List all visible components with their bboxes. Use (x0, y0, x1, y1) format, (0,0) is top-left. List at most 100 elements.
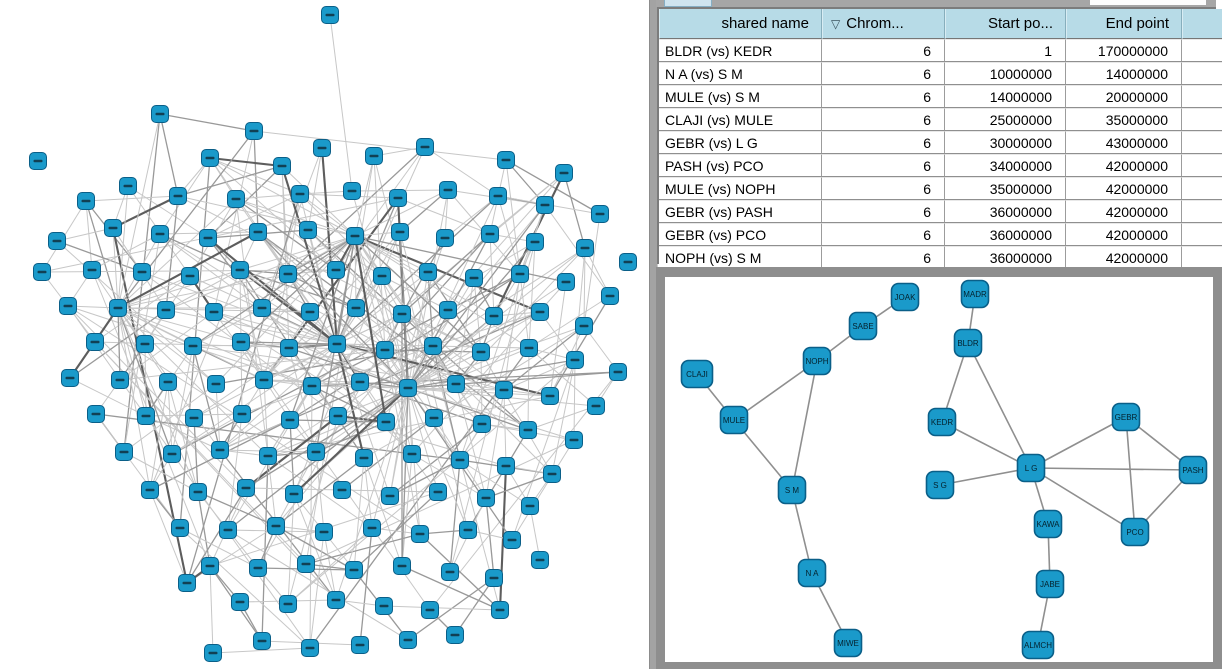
network-node-JOAK[interactable]: JOAK (890, 282, 920, 312)
network-node[interactable] (48, 232, 66, 250)
table-cell[interactable]: 6 (822, 39, 945, 62)
network-node[interactable] (536, 196, 554, 214)
network-node[interactable] (86, 333, 104, 351)
table-cell[interactable]: 36000000 (945, 246, 1066, 269)
table-row[interactable]: N A (vs) S M610000000140000006.6 (659, 62, 1222, 85)
table-row[interactable]: BLDR (vs) KEDR61170000000192.0 (659, 39, 1222, 62)
column-header-start-po-[interactable]: Start po... (945, 9, 1066, 39)
network-node-MADR[interactable]: MADR (960, 279, 990, 309)
network-node[interactable] (425, 409, 443, 427)
network-node[interactable] (109, 299, 127, 317)
network-node[interactable] (520, 339, 538, 357)
scrollbar-thumb[interactable] (664, 0, 712, 7)
network-node[interactable] (403, 445, 421, 463)
network-node[interactable] (227, 190, 245, 208)
network-node[interactable] (429, 483, 447, 501)
network-node[interactable] (83, 261, 101, 279)
network-node[interactable] (327, 591, 345, 609)
network-node[interactable] (399, 631, 417, 649)
network-node[interactable] (601, 287, 619, 305)
table-cell[interactable]: 34000000 (945, 154, 1066, 177)
network-node[interactable] (159, 373, 177, 391)
table-cell[interactable]: 14000000 (1066, 62, 1182, 85)
network-node-SABE[interactable]: SABE (848, 311, 878, 341)
network-node[interactable] (301, 303, 319, 321)
network-node-PCO[interactable]: PCO (1120, 517, 1150, 547)
network-node[interactable] (231, 593, 249, 611)
network-node-CLAJI[interactable]: CLAJI (680, 359, 714, 389)
table-cell[interactable]: GEBR (vs) PCO (659, 223, 822, 246)
table-cell[interactable]: N A (vs) S M (659, 62, 822, 85)
network-node[interactable] (163, 445, 181, 463)
network-node[interactable] (211, 441, 229, 459)
network-node[interactable] (279, 265, 297, 283)
network-node[interactable] (399, 379, 417, 397)
network-node[interactable] (141, 481, 159, 499)
network-node[interactable] (363, 519, 381, 537)
network-node[interactable] (436, 229, 454, 247)
network-node-ALMCH[interactable]: ALMCH (1021, 630, 1055, 660)
network-node[interactable] (375, 597, 393, 615)
table-cell[interactable]: NOPH (vs) S M (659, 246, 822, 269)
network-node[interactable] (346, 227, 364, 245)
network-node[interactable] (115, 443, 133, 461)
network-node[interactable] (279, 595, 297, 613)
table-cell[interactable]: 10.5 (1182, 177, 1222, 200)
network-node[interactable] (259, 447, 277, 465)
network-node[interactable] (365, 147, 383, 165)
network-node[interactable] (201, 149, 219, 167)
column-header-shared-name[interactable]: shared name (659, 9, 822, 39)
table-cell[interactable]: 42000000 (1066, 246, 1182, 269)
network-node-NA[interactable]: N A (797, 558, 827, 588)
network-node[interactable] (389, 189, 407, 207)
network-node[interactable] (619, 253, 637, 271)
network-node[interactable] (566, 351, 584, 369)
network-node[interactable] (249, 559, 267, 577)
network-node[interactable] (377, 413, 395, 431)
overview-network-canvas[interactable] (0, 0, 649, 669)
table-row[interactable]: MULE (vs) NOPH6350000004200000010.5 (659, 177, 1222, 200)
table-row[interactable]: PASH (vs) PCO6340000004200000011.4 (659, 154, 1222, 177)
table-cell[interactable]: 42000000 (1066, 154, 1182, 177)
network-node[interactable] (489, 187, 507, 205)
network-node[interactable] (543, 465, 561, 483)
scrollbar-track[interactable] (1090, 0, 1206, 5)
table-row[interactable]: GEBR (vs) PCO636000000420000008.4 (659, 223, 1222, 246)
table-cell[interactable]: 192.0 (1182, 39, 1222, 62)
network-node[interactable] (303, 377, 321, 395)
network-node[interactable] (307, 443, 325, 461)
network-node[interactable] (373, 267, 391, 285)
network-node[interactable] (219, 521, 237, 539)
network-node[interactable] (267, 517, 285, 535)
network-node[interactable] (29, 152, 47, 170)
table-row[interactable]: CLAJI (vs) MULE625000000350000005.9 (659, 108, 1222, 131)
table-cell[interactable]: MULE (vs) S M (659, 85, 822, 108)
network-node[interactable] (576, 239, 594, 257)
network-node[interactable] (591, 205, 609, 223)
network-node[interactable] (136, 335, 154, 353)
network-node[interactable] (137, 407, 155, 425)
overview-network-panel[interactable] (0, 0, 649, 669)
network-node[interactable] (419, 263, 437, 281)
network-node[interactable] (253, 299, 271, 317)
network-node[interactable] (253, 632, 271, 650)
network-node-KEDR[interactable]: KEDR (927, 407, 957, 437)
network-node[interactable] (381, 487, 399, 505)
network-node-NOPH[interactable]: NOPH (802, 346, 832, 376)
network-node[interactable] (151, 225, 169, 243)
network-node[interactable] (77, 192, 95, 210)
table-cell[interactable]: 30000000 (945, 131, 1066, 154)
network-node[interactable] (178, 574, 196, 592)
network-node[interactable] (299, 221, 317, 239)
network-node-LG[interactable]: L G (1016, 453, 1046, 483)
network-node[interactable] (280, 339, 298, 357)
network-node[interactable] (273, 157, 291, 175)
network-node[interactable] (473, 415, 491, 433)
network-node[interactable] (184, 337, 202, 355)
table-row[interactable]: GEBR (vs) PASH636000000420000008.9 (659, 200, 1222, 223)
network-node[interactable] (291, 185, 309, 203)
table-cell[interactable]: 36000000 (945, 200, 1066, 223)
network-node[interactable] (201, 557, 219, 575)
network-node[interactable] (205, 303, 223, 321)
network-node[interactable] (157, 301, 175, 319)
